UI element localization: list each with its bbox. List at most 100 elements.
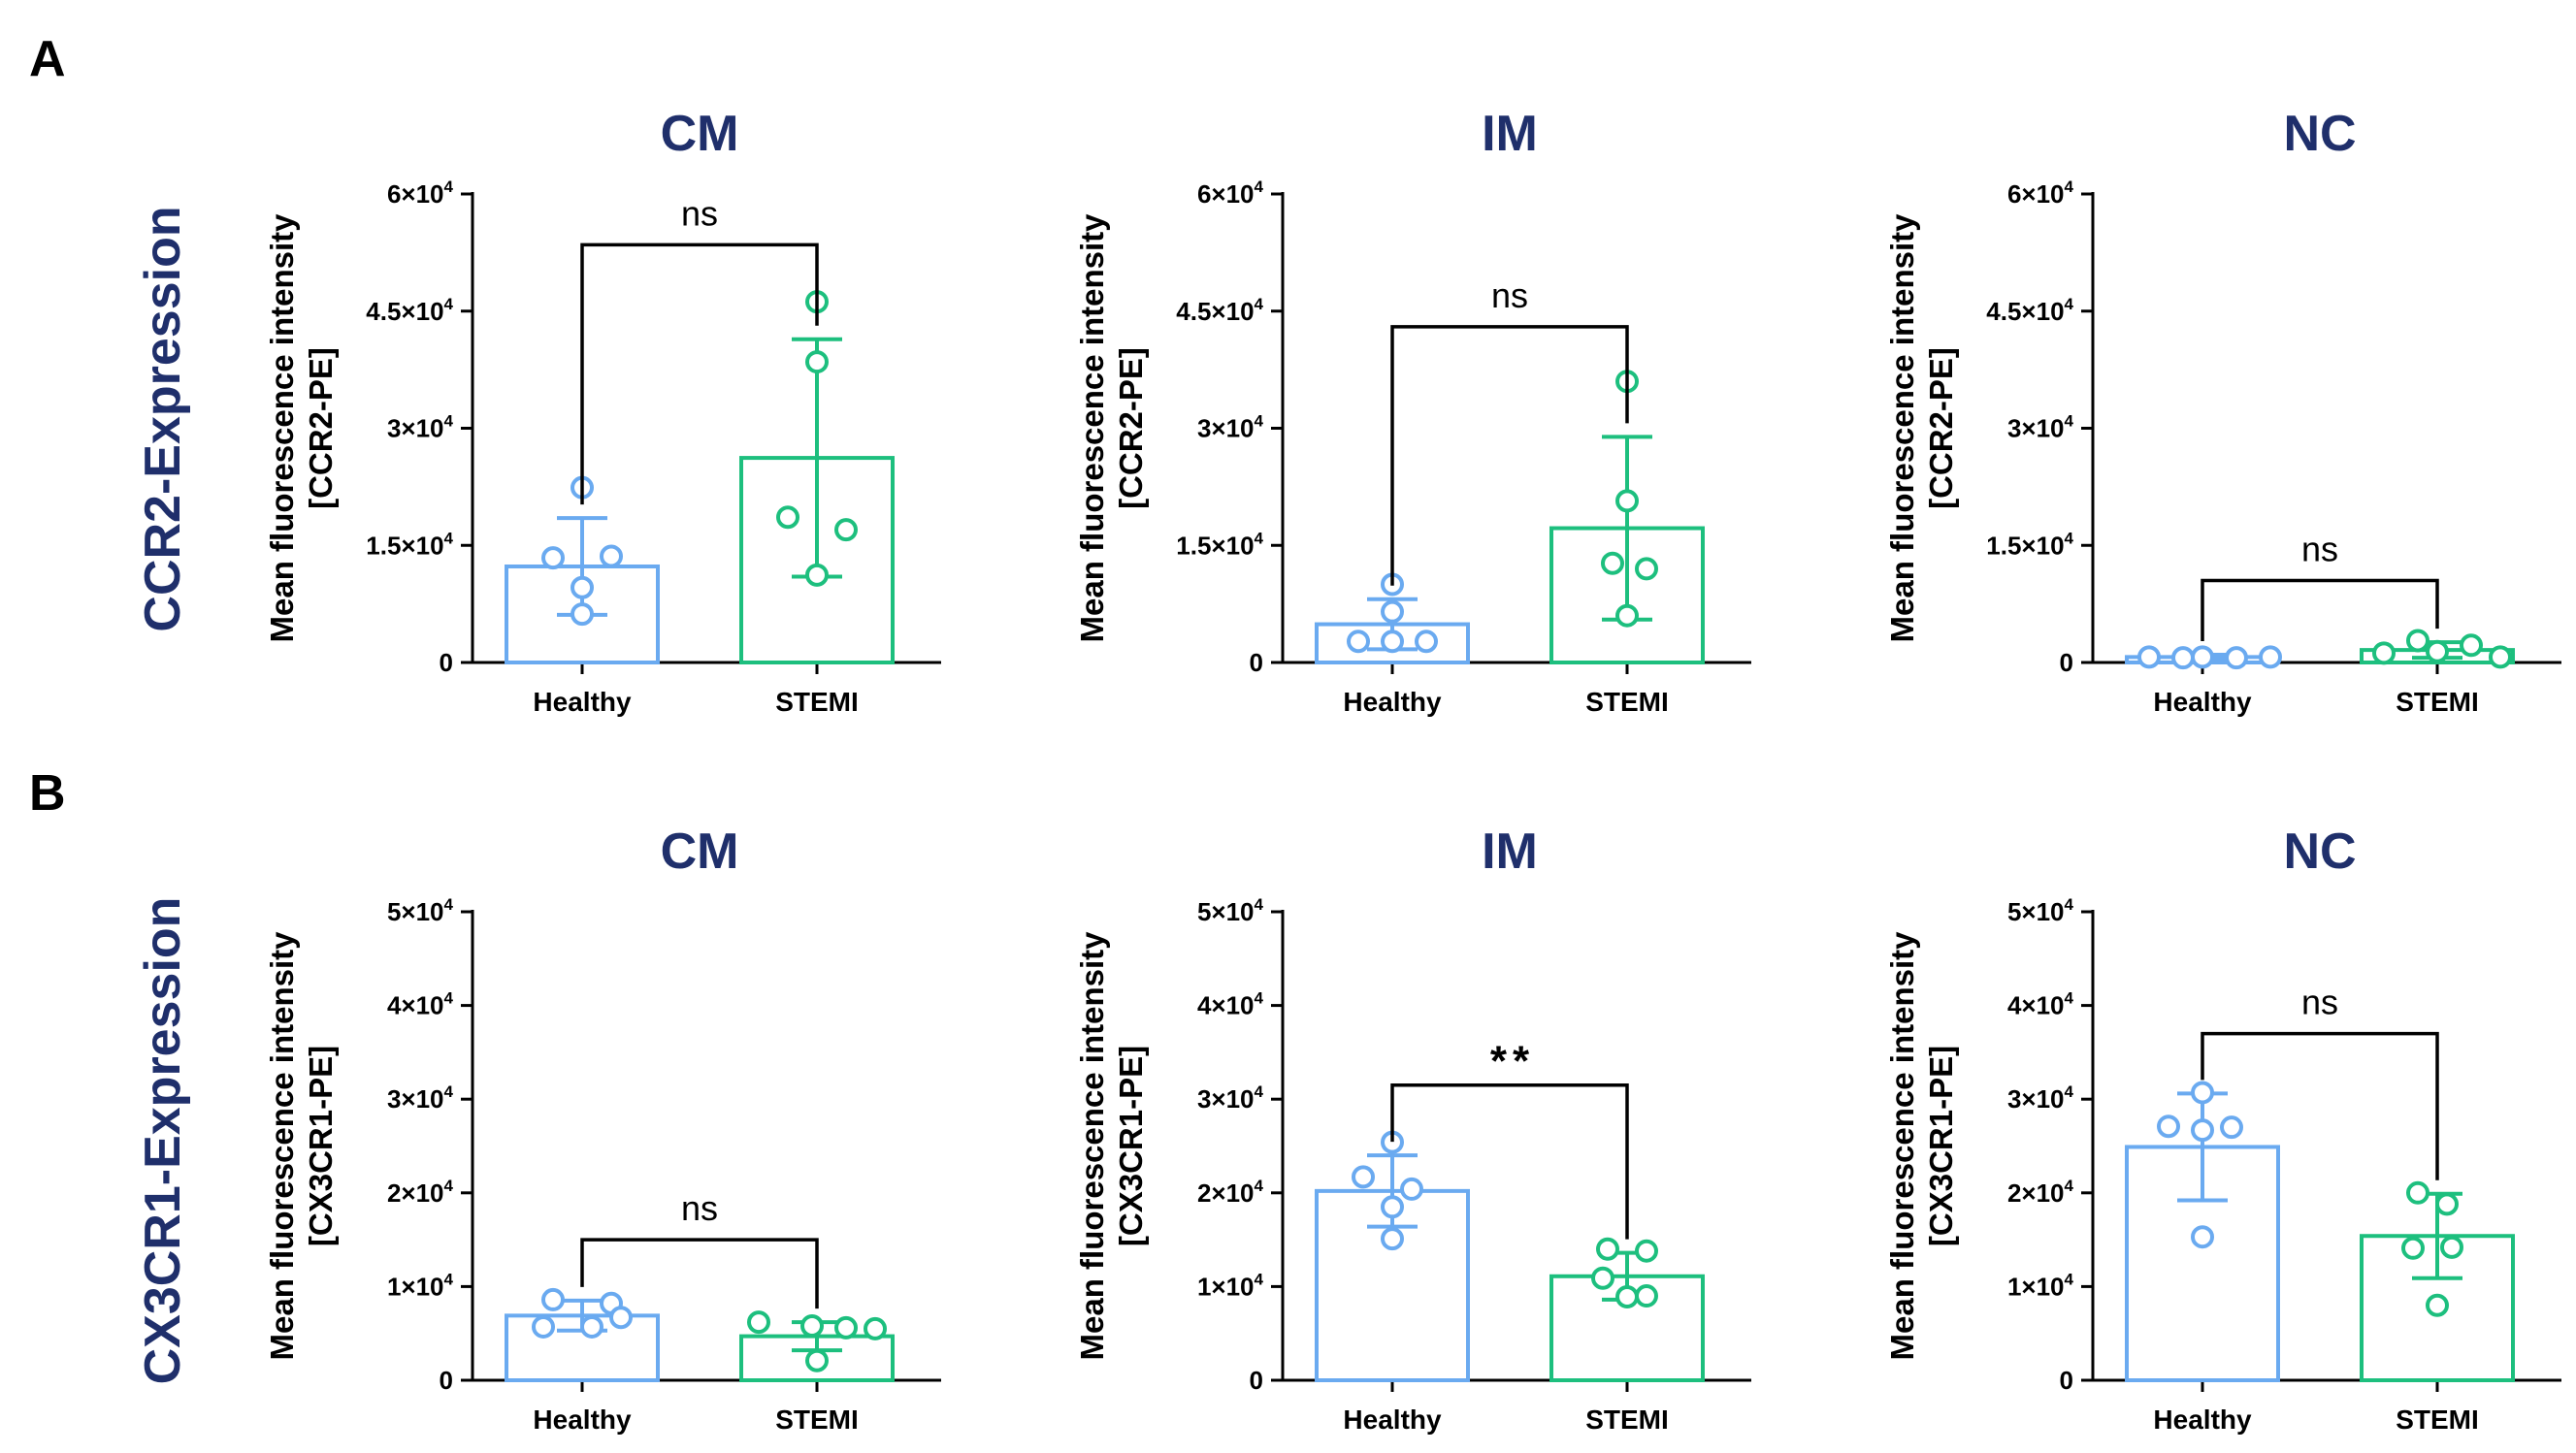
data-point-healthy bbox=[571, 575, 594, 599]
data-point-healthy bbox=[1381, 630, 1404, 654]
y-tick-label: 4×104 bbox=[387, 989, 454, 1020]
chart-a-nc: NC Mean fluorescence intensity [CCR2-PE] 0 1… bbox=[1884, 106, 2561, 717]
data-point-stemi bbox=[800, 1313, 824, 1338]
y-tick-label: 1.5×104 bbox=[366, 529, 453, 560]
data-point-healthy bbox=[541, 546, 565, 570]
y-tick-label: 4×104 bbox=[2007, 989, 2074, 1020]
y-tick-label: 3×104 bbox=[387, 1082, 454, 1114]
y-axis-label: [CCR2-PE] bbox=[303, 347, 339, 509]
chart-b-nc: NC Mean fluorescence intensity [CX3CR1-PE]… bbox=[1884, 823, 2561, 1435]
significance-label: ** bbox=[1490, 1038, 1535, 1085]
data-point-healthy bbox=[1400, 1177, 1423, 1201]
y-tick-label: 0 bbox=[2060, 1366, 2073, 1395]
data-point-healthy bbox=[1347, 630, 1370, 654]
data-point-healthy bbox=[609, 1306, 633, 1330]
data-point-healthy bbox=[2220, 1115, 2243, 1140]
category-label-healthy: Healthy bbox=[2153, 1405, 2252, 1435]
category-label-stemi: STEMI bbox=[2396, 1405, 2479, 1435]
data-point-stemi bbox=[834, 1315, 858, 1340]
y-axis-label: [CCR2-PE] bbox=[1923, 347, 1959, 509]
data-point-healthy bbox=[600, 544, 623, 568]
data-point-stemi bbox=[2426, 639, 2449, 663]
data-point-stemi bbox=[747, 1310, 770, 1335]
significance-bracket bbox=[580, 242, 819, 505]
data-point-stemi bbox=[1615, 489, 1639, 513]
y-tick-label: 5×104 bbox=[2007, 895, 2074, 926]
y-tick-label: 5×104 bbox=[387, 895, 454, 926]
y-tick-label: 0 bbox=[1250, 1366, 1263, 1395]
data-point-healthy bbox=[571, 602, 594, 627]
y-tick-label: 1×104 bbox=[2007, 1270, 2074, 1301]
data-point-stemi bbox=[834, 518, 858, 542]
y-tick-label: 6×104 bbox=[2007, 178, 2074, 209]
y-axis-label: Mean fluorescence intensity bbox=[264, 931, 300, 1361]
data-point-stemi bbox=[1615, 1285, 1639, 1309]
y-axis-label: Mean fluorescence intensity bbox=[1074, 931, 1110, 1361]
y-axis-label: [CX3CR1-PE] bbox=[303, 1046, 339, 1246]
category-label-stemi: STEMI bbox=[775, 1405, 859, 1435]
significance-bracket bbox=[580, 1238, 819, 1309]
chart-b-cm: CM Mean fluorescence intensity [CX3CR1-PE]… bbox=[264, 823, 941, 1435]
data-point-stemi bbox=[805, 1348, 829, 1372]
data-point-stemi bbox=[1635, 557, 1658, 581]
y-tick-label: 0 bbox=[440, 1366, 453, 1395]
significance-label: ns bbox=[681, 193, 718, 233]
y-tick-label: 1×104 bbox=[1197, 1270, 1264, 1301]
y-tick-label: 2×104 bbox=[2007, 1177, 2074, 1208]
category-label-stemi: STEMI bbox=[775, 687, 859, 717]
y-tick-label: 2×104 bbox=[1197, 1177, 1264, 1208]
y-tick-label: 3×104 bbox=[1197, 1082, 1264, 1114]
category-label-healthy: Healthy bbox=[1343, 1405, 1442, 1435]
significance-bracket bbox=[2201, 1031, 2439, 1180]
y-axis-label: Mean fluorescence intensity bbox=[1074, 213, 1110, 643]
data-point-stemi bbox=[1591, 1266, 1614, 1290]
y-tick-label: 4×104 bbox=[1197, 989, 1264, 1020]
y-axis-label: [CX3CR1-PE] bbox=[1923, 1046, 1959, 1246]
significance-bracket bbox=[2201, 578, 2439, 641]
panel-letter-a: A bbox=[29, 31, 66, 87]
category-label-stemi: STEMI bbox=[2396, 687, 2479, 717]
data-point-stemi bbox=[805, 350, 829, 374]
data-point-healthy bbox=[2157, 1114, 2180, 1139]
y-tick-label: 3×104 bbox=[2007, 412, 2074, 443]
y-axis-label: [CX3CR1-PE] bbox=[1113, 1046, 1149, 1246]
y-tick-label: 4.5×104 bbox=[1176, 295, 1263, 326]
row-label-cx3cr1: CX3CR1-Expression bbox=[135, 897, 191, 1385]
y-axis-label: [CCR2-PE] bbox=[1113, 347, 1149, 509]
chart-title: CM bbox=[661, 106, 739, 162]
data-point-healthy bbox=[2191, 1081, 2214, 1105]
data-point-stemi bbox=[1596, 1237, 1619, 1261]
y-tick-label: 6×104 bbox=[1197, 178, 1264, 209]
data-point-stemi bbox=[2435, 1192, 2459, 1216]
y-tick-label: 1.5×104 bbox=[1176, 529, 1263, 560]
y-axis-label: Mean fluorescence intensity bbox=[264, 213, 300, 643]
y-tick-label: 0 bbox=[440, 648, 453, 677]
category-label-stemi: STEMI bbox=[1585, 1405, 1669, 1435]
chart-a-im: IM Mean fluorescence intensity [CCR2-PE] 0 1… bbox=[1074, 106, 1751, 717]
data-point-healthy bbox=[2225, 646, 2248, 670]
significance-bracket bbox=[1390, 325, 1629, 586]
data-point-stemi bbox=[1635, 1284, 1658, 1308]
data-point-healthy bbox=[2259, 645, 2282, 669]
y-tick-label: 1.5×104 bbox=[1986, 529, 2073, 560]
data-point-healthy bbox=[2171, 646, 2195, 670]
data-point-stemi bbox=[2372, 641, 2396, 665]
y-axis-label: Mean fluorescence intensity bbox=[1884, 213, 1920, 643]
y-tick-label: 3×104 bbox=[1197, 412, 1264, 443]
data-point-stemi bbox=[2406, 629, 2429, 653]
data-point-stemi bbox=[805, 563, 829, 587]
y-tick-label: 6×104 bbox=[387, 178, 454, 209]
data-point-healthy bbox=[2191, 645, 2214, 669]
significance-label: ns bbox=[681, 1188, 718, 1228]
significance-label: ns bbox=[2301, 529, 2338, 568]
data-point-stemi bbox=[864, 1316, 887, 1340]
data-point-stemi bbox=[1601, 551, 1624, 575]
y-tick-label: 4.5×104 bbox=[1986, 295, 2073, 326]
category-label-healthy: Healthy bbox=[533, 687, 632, 717]
y-axis-label: Mean fluorescence intensity bbox=[1884, 931, 1920, 1361]
data-point-healthy bbox=[1352, 1165, 1375, 1189]
significance-bracket bbox=[1390, 1082, 1629, 1240]
row-label-ccr2: CCR2-Expression bbox=[135, 206, 191, 631]
data-point-healthy bbox=[541, 1287, 565, 1311]
